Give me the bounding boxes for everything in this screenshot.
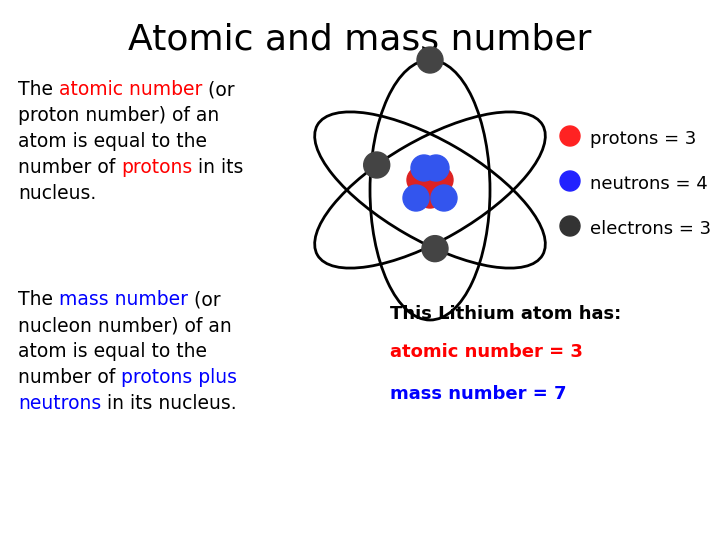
Text: protons = 3: protons = 3 — [590, 130, 696, 148]
Circle shape — [417, 47, 443, 73]
Circle shape — [560, 216, 580, 236]
Text: mass number: mass number — [59, 290, 188, 309]
Text: number of: number of — [18, 368, 121, 387]
Text: in its: in its — [192, 158, 244, 177]
Circle shape — [427, 167, 453, 193]
Circle shape — [411, 155, 437, 181]
Text: atomic number = 3: atomic number = 3 — [390, 343, 583, 361]
Text: (or: (or — [188, 290, 220, 309]
Text: electrons = 3: electrons = 3 — [590, 220, 711, 238]
Text: neutrons = 4: neutrons = 4 — [590, 175, 708, 193]
Text: (or: (or — [202, 80, 235, 99]
Circle shape — [407, 167, 433, 193]
Text: number of: number of — [18, 158, 121, 177]
Circle shape — [431, 185, 457, 211]
Text: atom is equal to the: atom is equal to the — [18, 132, 207, 151]
Text: nucleon number) of an: nucleon number) of an — [18, 316, 232, 335]
Text: nucleus.: nucleus. — [18, 184, 96, 203]
Circle shape — [364, 152, 390, 178]
Text: Atomic and mass number: Atomic and mass number — [128, 22, 592, 56]
Circle shape — [423, 155, 449, 181]
Text: atomic number: atomic number — [59, 80, 202, 99]
Text: The: The — [18, 80, 59, 99]
Text: This Lithium atom has:: This Lithium atom has: — [390, 305, 621, 323]
Text: protons: protons — [121, 158, 192, 177]
Circle shape — [417, 182, 443, 208]
Text: protons plus: protons plus — [121, 368, 238, 387]
Text: atom is equal to the: atom is equal to the — [18, 342, 207, 361]
Circle shape — [560, 171, 580, 191]
Text: neutrons: neutrons — [18, 394, 102, 413]
Text: The: The — [18, 290, 59, 309]
Text: in its nucleus.: in its nucleus. — [102, 394, 237, 413]
Text: proton number) of an: proton number) of an — [18, 106, 220, 125]
Text: mass number = 7: mass number = 7 — [390, 385, 567, 403]
Circle shape — [422, 235, 448, 262]
Circle shape — [560, 126, 580, 146]
Circle shape — [403, 185, 429, 211]
